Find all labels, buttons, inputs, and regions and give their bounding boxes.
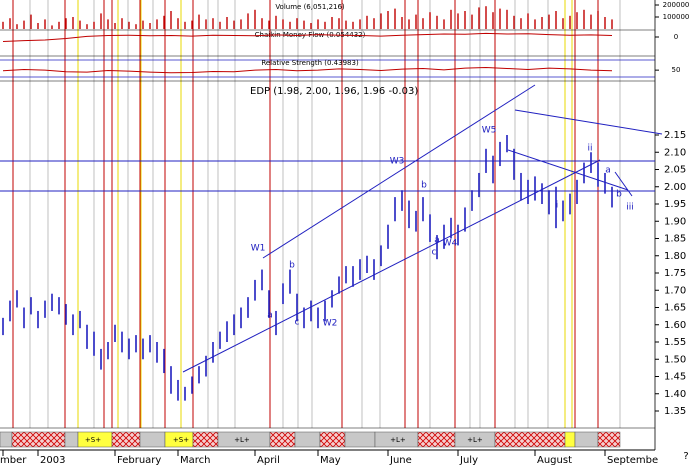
wave-label: W3: [390, 157, 405, 167]
y-tick-label: 1.45: [664, 372, 686, 383]
y-tick-label: 1.55: [664, 337, 686, 348]
strip-cell: [11, 431, 66, 448]
strip-cell: [564, 431, 576, 448]
y-tick-label: 200000: [663, 1, 690, 9]
x-tick-label: June: [389, 455, 412, 465]
wave-label: a: [267, 311, 273, 321]
strip-cell: [494, 431, 566, 448]
wave-label: W5: [482, 126, 497, 136]
panel-title: Volume (6,051,216): [275, 3, 345, 11]
wave-label: a: [605, 166, 611, 176]
trend-line: [514, 109, 663, 135]
channel-line: [182, 159, 601, 373]
y-tick-label: 1.90: [664, 216, 686, 227]
channel-line: [262, 84, 536, 259]
x-tick-label: March: [180, 455, 210, 465]
strip-cell: [269, 431, 296, 448]
y-tick-label: 1.40: [664, 389, 686, 400]
y-tick-label: 2.00: [664, 182, 686, 193]
strip-cell: [0, 431, 13, 448]
rs-line: [2, 67, 613, 74]
strip-cell: [344, 431, 376, 448]
cmf-line: [2, 32, 613, 42]
y-tick-label: 1.50: [664, 354, 686, 365]
y-tick-label: 1.60: [664, 320, 686, 331]
wave-label: b: [289, 261, 295, 271]
trend-line: [507, 149, 629, 191]
y-tick-label: 100000: [663, 13, 690, 21]
wave-label: c: [295, 318, 300, 328]
x-tick-label: April: [257, 455, 280, 465]
x-tick-label: Septembe: [607, 455, 658, 465]
x-tick-label: February: [117, 455, 161, 465]
chart-title: EDP (1.98, 2.00, 1.96, 1.96 -0.03): [250, 86, 418, 97]
y-tick-label: 1.75: [664, 268, 686, 279]
strip-cell: [139, 431, 166, 448]
y-tick-label: 2.15: [664, 130, 686, 141]
x-tick-label: May: [320, 455, 341, 465]
wave-label: iii: [626, 203, 634, 213]
strip-marker: +S+: [85, 436, 101, 444]
wave-label: W2: [323, 319, 338, 329]
y-tick-label: 1.70: [664, 285, 686, 296]
corner-label: ?: [683, 451, 688, 462]
strip-cell: [417, 431, 456, 448]
strip-marker: +L+: [390, 436, 406, 444]
y-tick-label: 50: [672, 66, 681, 74]
strip-cell: [64, 431, 79, 448]
wave-label: ii: [587, 144, 592, 154]
wave-label: W4: [443, 239, 458, 249]
x-tick-label: 2003: [40, 455, 65, 465]
y-tick-label: 1.35: [664, 406, 686, 417]
strip-cell: [111, 431, 141, 448]
wave-label: b: [421, 181, 427, 191]
x-tick-label: mber: [0, 455, 27, 465]
wave-label: b: [616, 190, 622, 200]
strip-cell: [574, 431, 599, 448]
strip-marker: +L+: [467, 436, 483, 444]
strip-marker: +L+: [234, 436, 250, 444]
y-tick-label: 2.10: [664, 147, 686, 158]
strip-cell: [597, 431, 621, 448]
y-tick-label: 1.80: [664, 251, 686, 262]
strip-cell: [294, 431, 321, 448]
y-tick-label: 2.05: [664, 165, 686, 176]
strip-cell: [192, 431, 219, 448]
wave-label: W1: [251, 244, 266, 254]
panel-title: Relative Strength (0.43983): [261, 59, 359, 67]
strip-marker: +S+: [173, 436, 189, 444]
x-tick-label: August: [537, 455, 572, 465]
wave-arrow: [614, 171, 633, 197]
y-tick-label: 0: [674, 33, 678, 41]
wave-label: i: [556, 201, 559, 211]
x-tick-label: July: [459, 455, 478, 465]
y-tick-label: 1.95: [664, 199, 686, 210]
y-tick-label: 1.65: [664, 303, 686, 314]
wave-label: a: [434, 236, 440, 246]
wave-label: c: [432, 248, 437, 258]
strip-cell: [319, 431, 346, 448]
y-tick-label: 1.85: [664, 234, 686, 245]
